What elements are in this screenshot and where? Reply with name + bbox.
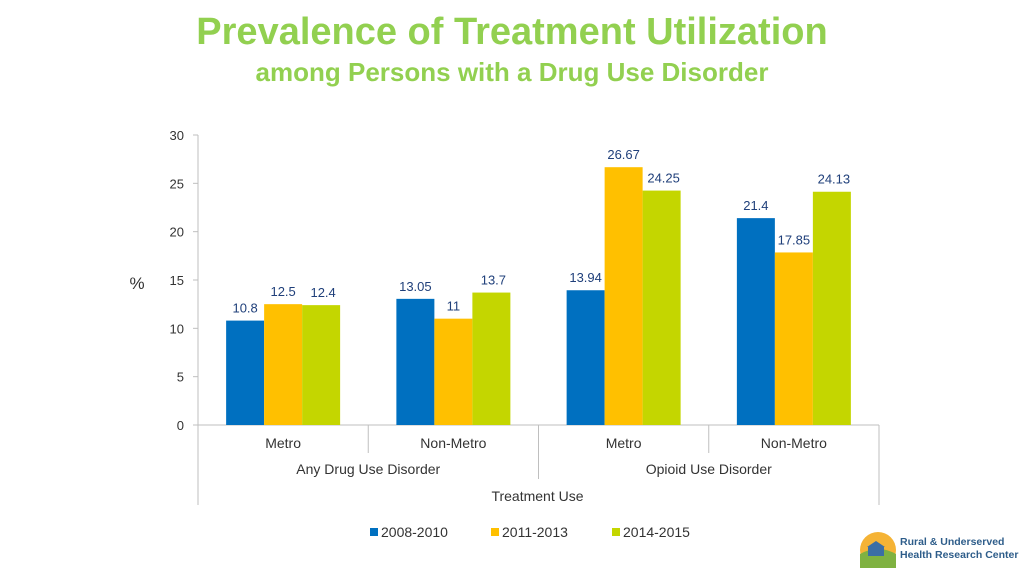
logo-text: Rural & Underserved Health Research Cent…: [900, 536, 1018, 562]
bar-data-label: 13.94: [569, 270, 602, 285]
bar-2008-2010: [396, 298, 435, 425]
y-tick-label: 30: [170, 128, 184, 143]
bar-data-label: 13.7: [481, 273, 506, 288]
chart-subtitle: among Persons with a Drug Use Disorder: [255, 57, 769, 87]
bar-data-label: 21.4: [743, 198, 768, 213]
legend-label: 2008-2010: [381, 524, 448, 540]
bar-data-label: 24.13: [818, 172, 851, 187]
legend-label: 2014-2015: [623, 524, 690, 540]
y-tick-label: 5: [177, 370, 184, 385]
bar-2008-2010: [226, 320, 265, 425]
bar-data-label: 17.85: [778, 232, 811, 247]
logo-emblem-icon: [860, 532, 896, 568]
bar-data-label: 24.25: [647, 171, 680, 186]
bar-data-label: 12.4: [310, 285, 335, 300]
legend-swatch-2014-2015: [612, 528, 620, 536]
x-category-label: Metro: [606, 435, 642, 451]
bar-data-label: 13.05: [399, 279, 432, 294]
bar-data-label: 11: [447, 299, 461, 314]
bar-2008-2010: [566, 290, 605, 425]
logo: Rural & Underserved Health Research Cent…: [858, 528, 1022, 572]
x-axis-title: Treatment Use: [491, 488, 583, 504]
x-group-label: Any Drug Use Disorder: [296, 461, 440, 477]
bar-data-label: 10.8: [232, 301, 257, 316]
bar-2008-2010: [736, 218, 775, 425]
bar-2011-2013: [264, 304, 303, 425]
bar-2011-2013: [774, 252, 813, 425]
logo-line-2: Health Research Center: [900, 549, 1019, 561]
y-tick-label: 20: [170, 225, 184, 240]
bar-2011-2013: [434, 318, 473, 425]
bar-data-label: 26.67: [607, 147, 640, 162]
y-axis-label: %: [129, 274, 144, 293]
bar-2011-2013: [604, 167, 643, 425]
logo-line-1: Rural & Underserved: [900, 536, 1005, 548]
bar-2014-2015: [302, 305, 341, 425]
y-tick-label: 0: [177, 418, 184, 433]
y-tick-label: 10: [170, 321, 184, 336]
bar-2014-2015: [812, 191, 851, 425]
x-category-label: Metro: [265, 435, 301, 451]
y-tick-label: 15: [170, 273, 184, 288]
bar-data-label: 12.5: [270, 284, 295, 299]
bar-2014-2015: [642, 190, 681, 425]
bar-2014-2015: [472, 292, 511, 425]
legend-swatch-2008-2010: [370, 528, 378, 536]
chart-title: Prevalence of Treatment Utilization: [196, 11, 828, 53]
legend-swatch-2011-2013: [491, 528, 499, 536]
x-category-label: Non-Metro: [420, 435, 486, 451]
x-group-label: Opioid Use Disorder: [646, 461, 772, 477]
legend-label: 2011-2013: [502, 524, 568, 540]
y-tick-label: 25: [170, 176, 184, 191]
x-category-label: Non-Metro: [761, 435, 827, 451]
